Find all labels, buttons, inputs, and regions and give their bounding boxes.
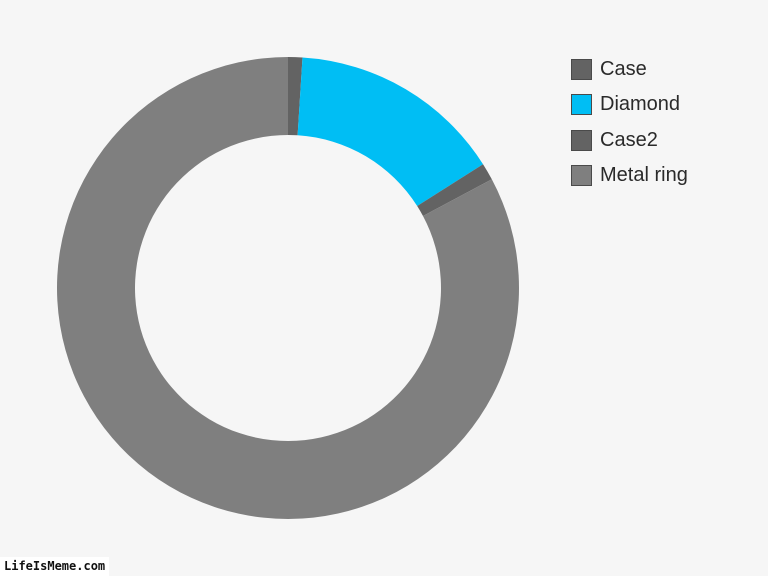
donut-slice-diamond [297,57,484,207]
legend-label: Metal ring [600,164,688,186]
donut-slice-metal-ring [57,57,519,519]
legend-label: Case [600,57,647,80]
legend-swatch [571,94,592,115]
legend-item-diamond: Diamond [571,93,688,117]
donut-slice-case2 [417,164,492,216]
legend-item-metal-ring: Metal ring [571,164,688,188]
watermark-logo: LifeIsMeme.com [0,557,110,576]
legend-swatch [571,165,592,186]
legend-item-case2: Case2 [571,128,688,152]
donut-slice-case [288,57,303,136]
chart-legend: Case Diamond Case2 Metal ring [571,57,688,199]
legend-label: Case2 [600,128,658,151]
legend-item-case: Case [571,57,688,81]
legend-label: Diamond [600,93,681,115]
legend-swatch [571,129,592,151]
legend-swatch [571,58,592,80]
